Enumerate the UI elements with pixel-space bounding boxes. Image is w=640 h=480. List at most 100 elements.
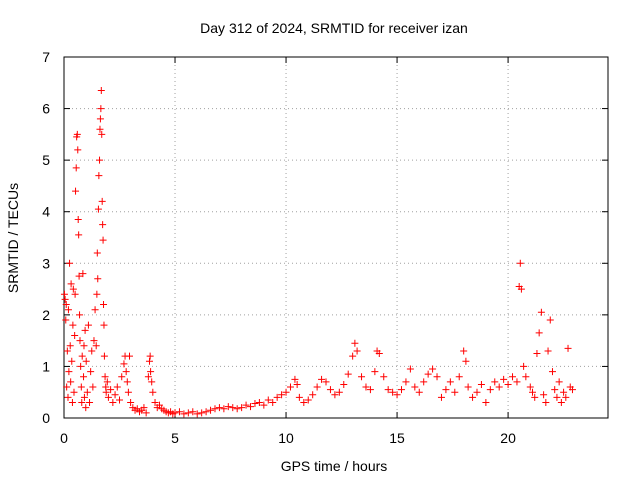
data-point [67, 378, 75, 386]
data-point [548, 368, 556, 376]
data-point [242, 401, 250, 409]
data-point [145, 357, 153, 365]
data-point [371, 368, 379, 376]
grid [64, 57, 608, 418]
x-tick-label: 20 [500, 430, 516, 446]
data-point [553, 393, 561, 401]
data-point [313, 383, 321, 391]
data-point [82, 357, 90, 365]
data-point [65, 368, 73, 376]
x-tick-label: 15 [389, 430, 405, 446]
data-point [123, 378, 131, 386]
data-point [75, 231, 83, 239]
data-point [193, 410, 201, 418]
data-point [473, 388, 481, 396]
data-point [437, 393, 445, 401]
data-point [118, 373, 126, 381]
data-point [74, 215, 82, 223]
data-point [398, 386, 406, 394]
data-point [517, 285, 525, 293]
x-tick-label: 5 [171, 430, 179, 446]
data-point [442, 386, 450, 394]
data-point [146, 352, 154, 360]
data-point [375, 350, 383, 358]
data-point [380, 373, 388, 381]
data-point [522, 373, 530, 381]
data-point [109, 399, 117, 407]
data-point [100, 301, 108, 309]
data-point [91, 306, 99, 314]
data-point [393, 391, 401, 399]
data-point [491, 378, 499, 386]
data-point [73, 130, 81, 138]
data-point [96, 115, 104, 123]
data-point [111, 391, 119, 399]
data-point [144, 373, 152, 381]
data-point [93, 290, 101, 298]
data-point [86, 399, 94, 407]
data-point [72, 187, 80, 195]
data-point [535, 329, 543, 337]
data-point [62, 316, 70, 324]
data-point [98, 130, 106, 138]
data-point [99, 236, 107, 244]
data-point [64, 306, 72, 314]
data-point [516, 259, 524, 267]
y-tick-label: 4 [42, 204, 50, 220]
data-point [500, 375, 508, 383]
data-point [60, 290, 68, 298]
plot-frame [63, 56, 609, 419]
data-point [140, 404, 148, 412]
data-point [557, 399, 565, 407]
data-points [60, 87, 576, 418]
data-point [155, 401, 163, 409]
data-point [540, 391, 548, 399]
data-point [149, 388, 157, 396]
y-tick-label: 0 [42, 410, 50, 426]
data-point [68, 399, 76, 407]
data-point [420, 378, 428, 386]
data-point [533, 350, 541, 358]
data-point [103, 378, 111, 386]
data-point [142, 409, 150, 417]
data-point [126, 352, 134, 360]
x-tick-label: 10 [278, 430, 294, 446]
data-point [537, 308, 545, 316]
data-point [101, 373, 109, 381]
data-point [67, 280, 75, 288]
y-axis-title: SRMTID / TECUs [5, 183, 21, 293]
data-point [72, 164, 80, 172]
data-point [113, 383, 121, 391]
data-point [433, 373, 441, 381]
data-point [180, 410, 188, 418]
data-point [116, 396, 124, 404]
data-point [238, 404, 246, 412]
data-point [509, 373, 517, 381]
data-point [255, 399, 263, 407]
data-point [455, 373, 463, 381]
data-point [97, 87, 105, 95]
data-point [92, 342, 100, 350]
y-tick-label: 1 [42, 358, 50, 374]
data-point [389, 388, 397, 396]
data-point [202, 408, 210, 416]
data-point [273, 393, 281, 401]
data-point [68, 357, 76, 365]
axis-ticks: 0 1 2 3 4 5 6 7 0 5 10 15 20 [42, 49, 608, 446]
data-point [198, 409, 206, 417]
data-point [70, 388, 78, 396]
data-point [89, 383, 97, 391]
data-point [520, 362, 528, 370]
data-point [90, 337, 98, 345]
data-point [82, 404, 90, 412]
data-point [318, 375, 326, 383]
data-point [269, 399, 277, 407]
data-point [122, 368, 130, 376]
data-point [100, 321, 108, 329]
data-point [462, 357, 470, 365]
data-point [304, 396, 312, 404]
data-point [95, 172, 103, 180]
data-point [88, 347, 96, 355]
data-point [429, 365, 437, 373]
